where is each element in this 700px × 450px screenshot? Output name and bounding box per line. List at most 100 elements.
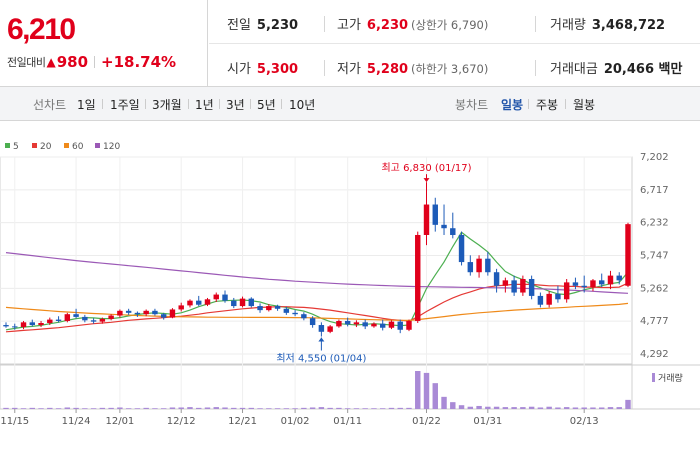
candle-body — [406, 320, 412, 330]
candle-body — [467, 262, 474, 273]
y-tick-label: 4,777 — [640, 316, 669, 327]
candle-body — [625, 224, 631, 286]
volume-bar — [152, 408, 158, 409]
period-10y[interactable]: 10년 — [289, 98, 316, 112]
candle-body — [213, 294, 219, 300]
candle-body — [432, 204, 438, 225]
candle-body — [546, 293, 552, 305]
volume-bar — [563, 407, 570, 409]
volume-bar — [213, 407, 219, 409]
period-1w[interactable]: 1주일 — [110, 98, 140, 112]
candle-body — [450, 228, 456, 235]
price-change: 전일대비 ▲ 980 +18.74% — [7, 53, 176, 71]
ma20-line — [5, 282, 629, 333]
volume-legend-label: 거래량 — [658, 372, 683, 384]
period-5y[interactable]: 5년 — [257, 98, 276, 112]
divider — [535, 16, 536, 32]
volume-bar — [397, 407, 403, 409]
candle-body — [222, 294, 228, 301]
candle-body — [309, 318, 316, 326]
candle-monthly[interactable]: 월봉 — [573, 98, 596, 112]
candle-body — [415, 234, 421, 321]
prev-close-value: 5,230 — [256, 18, 299, 33]
candle-daily[interactable]: 일봉 — [501, 98, 524, 112]
volume-value: 3,468,722 — [591, 18, 666, 33]
candle-body — [90, 320, 97, 322]
candles — [3, 182, 631, 337]
ma60-legend-label: 60 — [72, 142, 84, 152]
candle-body — [160, 314, 167, 318]
candle-body — [99, 318, 106, 322]
candle-body — [537, 295, 544, 305]
period-3m[interactable]: 3개월 — [152, 98, 182, 112]
period-3y[interactable]: 3년 — [226, 98, 245, 112]
volume-bar — [125, 408, 132, 409]
period-1d[interactable]: 1일 — [77, 98, 96, 112]
line-chart-header: 선차트 — [33, 98, 67, 112]
candle-body — [423, 204, 430, 235]
trade-amount: 거래대금 20,466 백만 — [550, 58, 682, 77]
high-annotation: 최고 6,830 (01/17) — [381, 162, 471, 174]
volume-bar — [117, 407, 123, 409]
x-tick-label: 01/11 — [333, 416, 362, 427]
low-value: 5,280 — [366, 62, 409, 77]
candle-body — [152, 310, 158, 315]
open-label: 시가 — [227, 62, 251, 77]
moving-averages — [5, 231, 629, 333]
candle-body — [117, 310, 123, 316]
ma120-legend-swatch — [95, 143, 100, 148]
high-price: 고가 6,230 (상한가 6,790) — [337, 14, 488, 33]
candle-body — [555, 293, 561, 300]
volume-bar — [432, 383, 438, 409]
candle-body — [388, 321, 395, 328]
volume-bar — [82, 408, 88, 409]
candle-body — [502, 280, 509, 286]
volume-bar — [143, 407, 149, 409]
volume: 거래량 3,468,722 — [550, 14, 665, 33]
x-tick-label: 12/21 — [228, 416, 257, 427]
candle-weekly[interactable]: 주봉 — [536, 98, 559, 112]
high-value: 6,230 — [366, 18, 409, 33]
volume-bar — [169, 407, 176, 409]
volume-bar — [239, 407, 246, 409]
volume-bar — [38, 408, 44, 409]
candle-body — [441, 224, 447, 229]
volume-bar — [476, 405, 482, 409]
volume-bar — [309, 407, 316, 409]
candle-body — [327, 326, 333, 332]
volume-bar — [327, 407, 333, 409]
candle-body — [528, 278, 535, 296]
candle-body — [362, 322, 368, 327]
divider — [528, 99, 529, 109]
volume-bar — [222, 407, 228, 409]
candle-body — [485, 258, 491, 273]
x-tick-label: 02/13 — [570, 416, 599, 427]
volume-bar — [231, 407, 237, 409]
candle-body — [169, 309, 176, 318]
volume-bar — [301, 407, 307, 409]
candle-body — [239, 298, 246, 307]
y-tick-label: 4,292 — [640, 349, 669, 360]
candle-body — [196, 300, 202, 305]
candle-body — [581, 285, 587, 288]
volume-bars — [3, 371, 631, 409]
x-axis: 11/15 11/24 12/01 12/12 12/21 01/02 01/11 01/22… — [0, 409, 599, 427]
volume-bar — [362, 408, 368, 409]
candle-body — [187, 300, 193, 306]
volume-bar — [187, 407, 193, 409]
candle-body — [64, 314, 71, 321]
period-1y[interactable]: 1년 — [195, 98, 214, 112]
ma20-legend-swatch — [32, 143, 37, 148]
volume-bar — [73, 407, 79, 409]
up-arrow-icon: ▲ — [46, 55, 56, 69]
volume-plot-frame — [0, 364, 633, 410]
volume-bar — [353, 408, 360, 409]
ma-legend: 5 20 60 120 — [5, 142, 120, 152]
candle-body — [292, 312, 298, 315]
change-amount: 980 — [56, 53, 89, 71]
y-tick-label: 5,262 — [640, 283, 669, 294]
ma60-legend-swatch — [64, 143, 69, 148]
candle-body — [344, 320, 351, 325]
low-label: 저가 — [337, 62, 361, 77]
upper-limit: (상한가 6,790) — [411, 18, 489, 32]
